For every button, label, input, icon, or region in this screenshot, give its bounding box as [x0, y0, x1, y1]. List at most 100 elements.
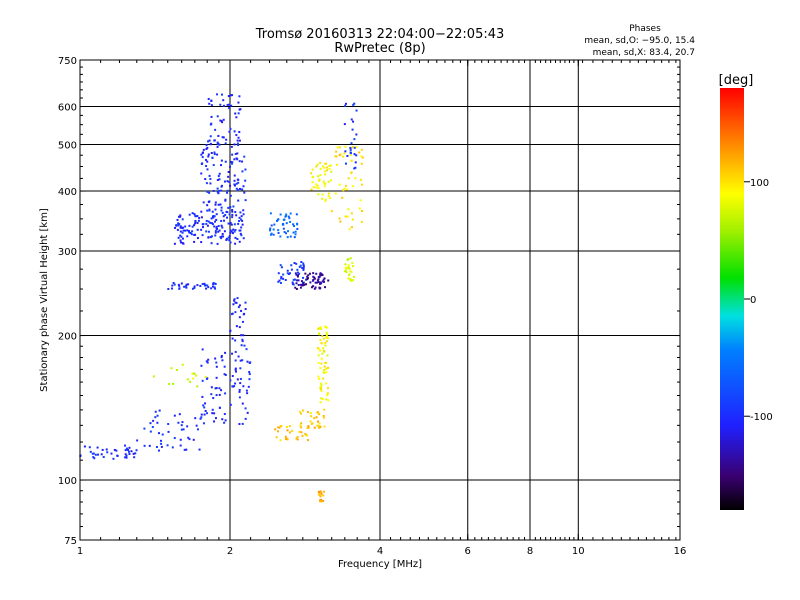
echo-point	[214, 287, 217, 290]
echo-point	[181, 237, 184, 240]
echo-point	[238, 390, 241, 393]
echo-point	[202, 201, 205, 204]
echo-point	[319, 328, 322, 331]
echo-point	[322, 416, 325, 419]
echo-point	[229, 184, 232, 187]
echo-point	[207, 358, 210, 361]
echo-point	[134, 452, 137, 455]
echo-point	[209, 177, 212, 180]
echo-point	[224, 419, 227, 422]
echo-point	[185, 285, 188, 288]
echo-point	[201, 379, 204, 382]
echo-point	[317, 354, 320, 357]
echo-point	[222, 118, 225, 121]
echo-point	[295, 437, 298, 440]
echo-point	[293, 278, 296, 281]
echo-point	[349, 257, 352, 260]
colorbar-tick-label: -100	[750, 412, 773, 423]
echo-point	[158, 409, 161, 412]
echo-point	[216, 153, 219, 156]
echo-point	[228, 103, 231, 106]
echo-point	[269, 212, 272, 215]
echo-point	[201, 283, 204, 286]
echo-point	[215, 376, 218, 379]
echo-point	[203, 413, 206, 416]
echo-point	[210, 222, 213, 225]
echo-point	[290, 268, 293, 271]
echo-point	[319, 174, 322, 177]
echo-point	[112, 457, 115, 460]
echo-point	[324, 198, 327, 201]
echo-point	[102, 455, 105, 458]
echo-point	[319, 495, 322, 498]
echo-point	[318, 179, 321, 182]
echo-point	[193, 285, 196, 288]
echo-point	[220, 219, 223, 222]
echo-point	[200, 241, 203, 244]
echo-point	[320, 362, 323, 365]
echo-point	[231, 232, 234, 235]
echo-point	[200, 172, 203, 175]
echo-point	[222, 99, 225, 102]
echo-point	[236, 152, 239, 155]
echo-point	[240, 218, 243, 221]
echo-point	[270, 232, 273, 235]
echo-point	[288, 431, 291, 434]
echo-point	[338, 154, 341, 157]
echo-point	[201, 156, 204, 159]
echo-point	[194, 214, 197, 217]
echo-point	[191, 230, 194, 233]
echo-point	[234, 350, 237, 353]
echo-point	[234, 152, 237, 155]
echo-point	[319, 386, 322, 389]
echo-point	[188, 438, 191, 441]
echo-point	[242, 185, 245, 188]
echo-point	[323, 425, 326, 428]
echo-point	[206, 168, 209, 171]
echo-point	[300, 422, 303, 425]
echo-point	[202, 404, 205, 407]
echo-point	[198, 216, 201, 219]
echo-point	[317, 278, 320, 281]
echo-point	[297, 279, 300, 282]
echo-point	[319, 401, 322, 404]
echo-point	[319, 339, 322, 342]
echo-point	[232, 205, 235, 208]
echo-point	[270, 224, 273, 227]
echo-point	[282, 227, 285, 230]
echo-point	[213, 420, 216, 423]
echo-point	[298, 430, 301, 433]
echo-point	[241, 223, 244, 226]
echo-point	[317, 491, 320, 494]
echo-point	[226, 191, 229, 194]
echo-point	[345, 270, 348, 273]
echo-point	[354, 166, 357, 169]
echo-point	[207, 236, 210, 239]
echo-point	[210, 287, 213, 290]
echo-point	[321, 193, 324, 196]
echo-point	[194, 374, 197, 377]
echo-point	[143, 444, 146, 447]
echo-point	[311, 181, 314, 184]
echo-point	[92, 456, 95, 459]
echo-point	[301, 284, 304, 287]
echo-point	[306, 278, 309, 281]
echo-point	[237, 222, 240, 225]
echo-point	[184, 229, 187, 232]
echo-point	[160, 445, 163, 448]
echo-point	[306, 439, 309, 442]
echo-point	[175, 368, 178, 371]
echo-point	[285, 232, 288, 235]
echo-point	[230, 230, 233, 233]
echo-point	[353, 153, 356, 156]
echo-point	[349, 270, 352, 273]
echo-point	[234, 211, 237, 214]
echo-point	[328, 164, 331, 167]
echo-point	[91, 452, 94, 455]
echo-point	[291, 429, 294, 432]
echo-point	[296, 438, 299, 441]
echo-point	[241, 422, 244, 425]
echo-point	[324, 200, 327, 203]
phase-stats-o: mean, sd,O: −95.0, 15.4	[584, 36, 695, 46]
